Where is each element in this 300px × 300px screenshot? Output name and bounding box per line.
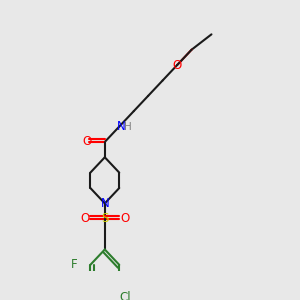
- Text: O: O: [82, 135, 92, 148]
- Text: O: O: [120, 212, 129, 225]
- Text: O: O: [172, 58, 182, 72]
- Text: Cl: Cl: [119, 291, 130, 300]
- Text: F: F: [71, 258, 77, 271]
- Text: N: N: [100, 197, 109, 210]
- Text: O: O: [80, 212, 89, 225]
- Text: H: H: [124, 122, 131, 132]
- Text: N: N: [117, 120, 125, 133]
- Text: S: S: [101, 212, 109, 225]
